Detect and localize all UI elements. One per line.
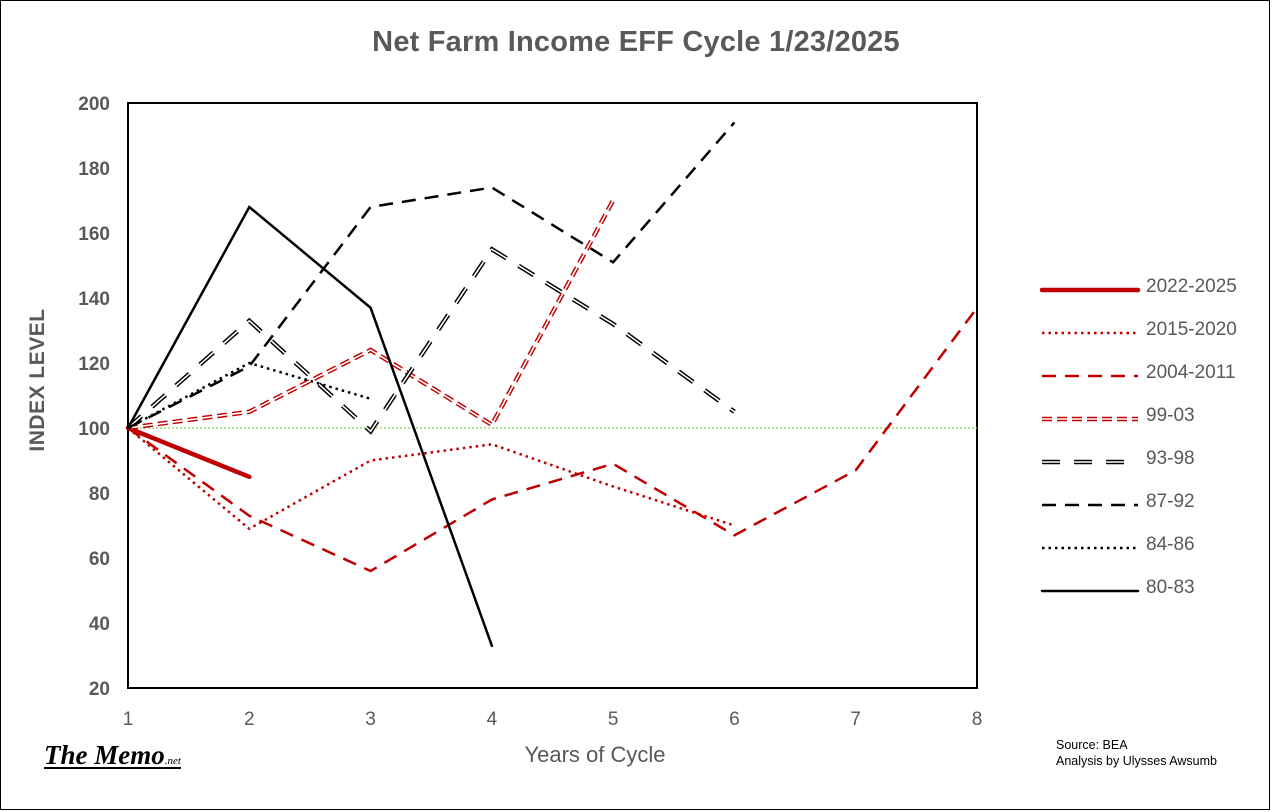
legend-swatch [1042,331,1138,335]
legend-swatch [1042,459,1138,465]
x-tick-label: 3 [365,709,376,730]
y-tick-label: 40 [89,614,110,635]
y-tick-label: 100 [78,419,110,440]
series-84-86 [127,361,371,430]
y-tick-label: 60 [89,549,110,570]
x-axis-title: Years of Cycle [524,742,666,767]
series-line [126,205,494,648]
brand-suffix: .net [164,755,181,767]
y-tick-label: 200 [78,94,110,115]
legend-label: 2015-2020 [1146,319,1237,340]
legend-item: 99-03 [1040,401,1265,444]
series-line [127,199,616,431]
legend-label: 87-92 [1146,491,1195,512]
series-87-92 [127,121,736,430]
y-tick-label: 20 [89,679,110,700]
brand-name: The Memo [44,740,165,770]
y-axis-title: INDEX LEVEL [26,308,49,452]
x-tick-label: 5 [608,709,619,730]
legend-swatch [1042,416,1138,422]
series-line [127,307,979,573]
series-line [126,246,736,435]
legend: 2022-2025 2015-2020 2004-2011 99-03 93-98 87-… [1040,272,1265,616]
legend-label: 2022-2025 [1146,276,1237,297]
legend-item: 2022-2025 [1040,272,1265,315]
series-2022-2025 [125,425,252,480]
legend-item: 80-83 [1040,573,1265,616]
legend-label: 80-83 [1146,577,1195,598]
x-tick-label: 7 [850,709,861,730]
series-line-inner [127,248,735,433]
plot-border [127,102,978,689]
plot-area: 20 40 60 80 100 120 140 160 180 200 1 2 3 4 5 6 7 8 [78,94,982,730]
series-93-98 [126,246,736,435]
y-tick-label: 160 [78,224,110,245]
legend-label: 93-98 [1146,448,1195,469]
series-line [125,425,252,480]
brand-logo: The Memo.net [44,740,181,771]
series-99-03 [127,199,616,431]
analysis-line: Analysis by Ulysses Awsumb [1056,754,1217,768]
series-line [127,427,735,531]
legend-swatch [1040,589,1140,593]
series-80-83 [126,205,494,648]
legend-label: 99-03 [1146,405,1195,426]
series-2004-2011 [127,307,979,573]
x-tick-label: 2 [244,709,255,730]
legend-swatch [1040,287,1141,293]
x-tick-label: 8 [972,709,983,730]
series-line [127,361,371,430]
legend-swatch [1042,374,1138,378]
legend-swatch [1042,503,1138,507]
legend-item: 2015-2020 [1040,315,1265,358]
legend-item: 87-92 [1040,487,1265,530]
series-line-inner [127,200,614,429]
chart-title: Net Farm Income EFF Cycle 1/23/2025 [372,26,900,58]
legend-label: 2004-2011 [1146,362,1236,383]
x-tick-label: 6 [729,709,740,730]
x-tick-label: 1 [123,709,134,730]
series-line [127,121,736,430]
legend-swatch [1042,546,1138,550]
series-2015-2020 [127,427,735,531]
y-tick-label: 80 [89,484,110,505]
legend-item: 93-98 [1040,444,1265,487]
y-tick-label: 180 [78,159,110,180]
y-tick-label: 120 [78,354,110,375]
x-tick-label: 4 [487,709,498,730]
y-tick-label: 140 [78,289,110,310]
source-note: Source: BEA Analysis by Ulysses Awsumb [1056,737,1217,769]
source-line: Source: BEA [1056,738,1128,752]
legend-item: 84-86 [1040,530,1265,573]
legend-label: 84-86 [1146,534,1195,555]
legend-item: 2004-2011 [1040,358,1265,401]
